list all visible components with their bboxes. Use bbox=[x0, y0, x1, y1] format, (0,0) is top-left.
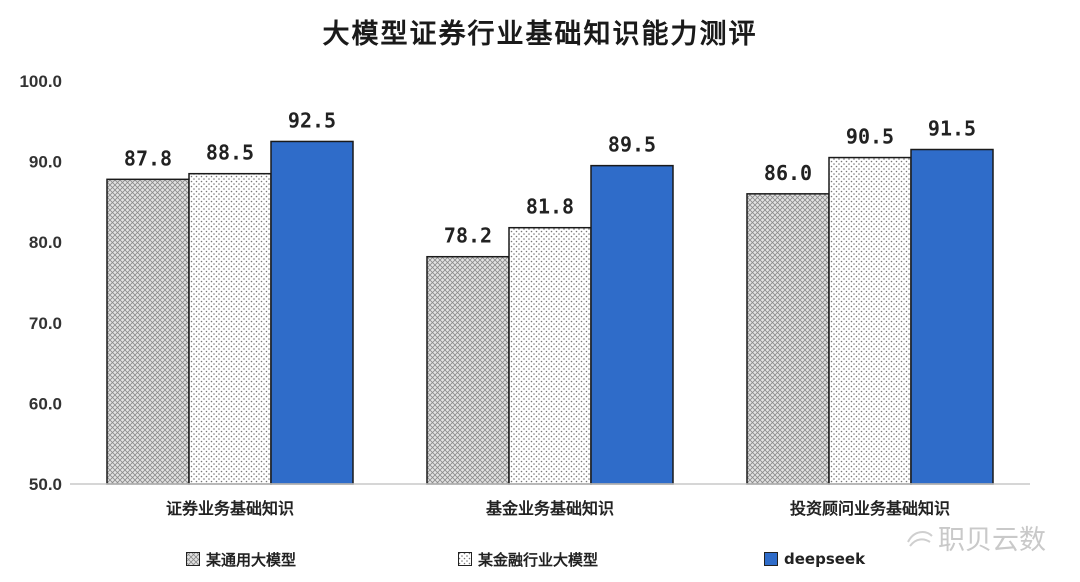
bar-1-3 bbox=[746, 193, 830, 485]
legend-swatch-dots bbox=[458, 552, 472, 566]
chart-title: 大模型证券行业基础知识能力测评 bbox=[322, 19, 758, 50]
watermark-text: 职贝云数 bbox=[938, 525, 1046, 556]
bar-2-2 bbox=[508, 226, 592, 485]
legend-swatch-crosshatch bbox=[186, 552, 200, 566]
legend-label: 某通用大模型 bbox=[206, 550, 297, 569]
data-label: 87.8 bbox=[124, 146, 172, 170]
legend: 某通用大模型 某金融行业大模型 deepseek bbox=[0, 545, 1080, 573]
y-tick-label: 100.0 bbox=[19, 72, 62, 91]
data-label: 92.5 bbox=[288, 108, 336, 132]
data-label: 88.5 bbox=[206, 141, 254, 165]
data-label: 78.2 bbox=[444, 224, 492, 248]
bar-2-1 bbox=[188, 172, 272, 485]
legend-swatch-solid bbox=[764, 552, 778, 566]
watermark-swirl-icon bbox=[907, 530, 933, 547]
bar-labels: 87.8 88.5 92.5 78.2 81.8 89.5 86.0 90.5 91.5 bbox=[124, 108, 976, 247]
legend-label: deepseek bbox=[784, 550, 866, 568]
bars bbox=[106, 140, 994, 485]
data-label: 90.5 bbox=[846, 125, 894, 149]
bar-1-2 bbox=[426, 255, 510, 485]
bar-3-3 bbox=[910, 148, 994, 485]
x-axis-ticks: 证券业务基础知识 基金业务基础知识 投资顾问业务基础知识 bbox=[166, 499, 950, 518]
data-label: 89.5 bbox=[608, 133, 656, 157]
legend-item-finance-model: 某金融行业大模型 bbox=[458, 545, 598, 573]
bar-1-1 bbox=[106, 178, 190, 485]
legend-item-general-model: 某通用大模型 bbox=[186, 545, 296, 573]
data-label: 86.0 bbox=[764, 161, 812, 185]
data-label: 81.8 bbox=[526, 195, 574, 219]
y-tick-label: 50.0 bbox=[29, 475, 62, 494]
bar-chart: 50.0 60.0 70.0 80.0 90.0 100.0 87.8 88.5 92.5 78… bbox=[19, 72, 1030, 518]
x-tick-label: 证券业务基础知识 bbox=[166, 499, 294, 518]
x-tick-label: 基金业务基础知识 bbox=[485, 499, 614, 518]
bar-2-3 bbox=[828, 156, 912, 485]
y-tick-label: 60.0 bbox=[29, 394, 62, 413]
x-tick-label: 投资顾问业务基础知识 bbox=[790, 499, 950, 518]
y-tick-label: 70.0 bbox=[29, 314, 62, 333]
watermark: 职贝云数 bbox=[906, 518, 1046, 557]
bar-3-1 bbox=[270, 140, 354, 485]
y-tick-label: 90.0 bbox=[29, 153, 62, 172]
bar-3-2 bbox=[590, 164, 674, 485]
legend-item-deepseek: deepseek bbox=[764, 545, 865, 573]
y-axis-ticks: 50.0 60.0 70.0 80.0 90.0 100.0 bbox=[19, 72, 62, 494]
y-tick-label: 80.0 bbox=[29, 233, 62, 252]
data-label: 91.5 bbox=[928, 117, 976, 141]
legend-label: 某金融行业大模型 bbox=[478, 550, 599, 569]
